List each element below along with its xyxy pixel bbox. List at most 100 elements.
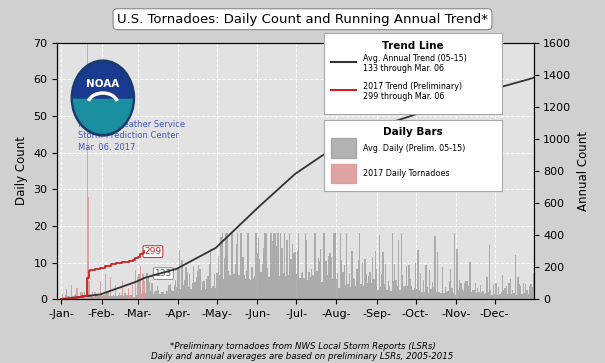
Bar [208,276,209,299]
Bar [169,284,171,299]
Bar [453,293,454,299]
Bar [60,298,62,299]
Bar [529,286,531,299]
Bar [353,278,354,299]
Bar [419,290,420,299]
Bar [123,296,124,299]
Bar [454,233,455,299]
Bar [505,288,506,299]
Bar [231,233,232,299]
Bar [114,295,115,299]
Wedge shape [74,63,132,98]
Bar [313,233,315,299]
Bar [384,284,385,299]
Bar [183,285,184,299]
Bar [195,277,197,299]
Bar [412,290,414,299]
Bar [391,233,393,299]
Bar [163,293,165,299]
Bar [430,289,432,299]
Bar [105,274,106,299]
Bar [250,280,252,299]
Bar [411,286,412,299]
Bar [310,277,311,299]
Bar [247,233,249,299]
Bar [275,233,276,299]
Bar [276,246,277,299]
Bar [528,294,529,299]
Bar [88,197,89,299]
Bar [168,285,169,299]
Bar [417,250,419,299]
Bar [518,285,520,299]
Bar [137,277,139,299]
Bar [346,233,347,299]
Bar [312,275,313,299]
Bar [372,257,373,299]
Bar [474,283,476,299]
Bar [77,298,79,299]
Bar [224,258,226,299]
Bar [385,264,387,299]
Bar [223,279,224,299]
Text: *Preliminary tornadoes from NWS Local Storm Reports (LSRs)
Daily and annual aver: *Preliminary tornadoes from NWS Local St… [151,342,454,361]
Bar [229,275,231,299]
Bar [175,281,176,299]
Bar [249,279,250,299]
Bar [495,283,497,299]
Bar [115,285,116,299]
Bar [271,233,272,299]
Bar [227,233,228,299]
Bar [128,288,129,299]
Bar [134,293,136,299]
Bar [299,278,301,299]
Bar [471,293,472,299]
Bar [283,273,284,299]
Bar [98,296,100,299]
Bar [75,294,76,299]
Bar [89,297,91,299]
Bar [403,286,405,299]
Bar [267,268,268,299]
Bar [92,293,93,299]
Bar [467,281,468,299]
Bar [350,287,352,299]
Bar [443,293,445,299]
Bar [263,248,264,299]
Bar [142,293,144,299]
Bar [517,277,518,299]
Bar [264,233,266,299]
Bar [503,290,505,299]
Bar [246,271,247,299]
Bar [82,297,83,299]
Bar [91,296,92,299]
Bar [165,294,166,299]
Bar [128,294,129,299]
Bar [447,291,449,299]
Bar [389,286,390,299]
Bar [355,286,356,299]
Bar [67,296,68,299]
Bar [79,297,80,299]
Bar [209,265,210,299]
Bar [289,233,290,299]
Bar [416,289,417,299]
Bar [178,250,180,299]
Bar [324,233,325,299]
Bar [394,264,396,299]
Bar [281,248,283,299]
Bar [497,295,498,299]
Bar [506,286,507,299]
Bar [338,287,339,299]
Bar [186,272,188,299]
Bar [106,291,107,299]
Bar [441,293,442,299]
Bar [82,292,83,299]
Bar [316,272,318,299]
Bar [219,275,220,299]
Bar [228,271,229,299]
Bar [151,283,153,299]
Text: 2017 Daily Tornadoes: 2017 Daily Tornadoes [363,169,450,178]
Bar [103,295,105,299]
Bar [469,262,471,299]
